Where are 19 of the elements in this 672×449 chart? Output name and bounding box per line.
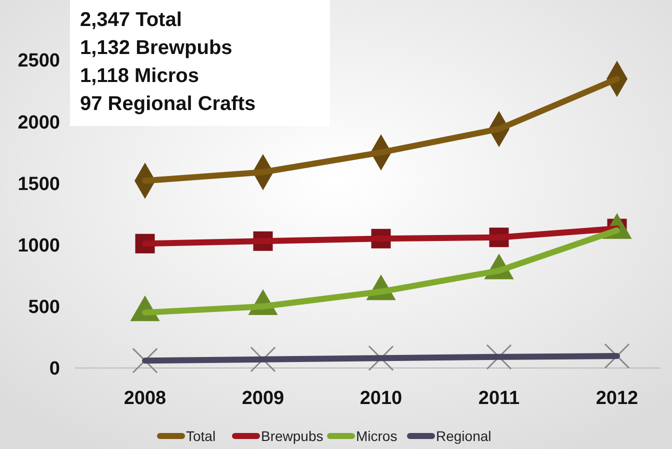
legend-label: Brewpubs [261,428,324,444]
x-tick-label: 2010 [360,388,402,409]
legend-label: Micros [356,428,398,444]
annotation: 1,118 Micros [80,65,199,87]
y-tick-label: 1500 [18,174,60,195]
y-tick-label: 1000 [18,235,60,256]
y-tick-label: 0 [49,358,60,380]
text: 1,132 Brewpubs [80,37,232,59]
legend-label: Total [186,428,216,444]
x-tick-label: 2012 [596,388,638,409]
y-tick-label: 500 [28,297,60,318]
x-tick-label: 2008 [124,388,166,409]
legend-label: Regional [436,428,492,444]
y-tick-label: 2000 [18,112,60,134]
annotation: 97 Regional Crafts [80,93,256,115]
x-tick-label: 2011 [478,388,520,409]
text: 2,347 Total [80,9,182,31]
y-tick-label: 2500 [18,50,60,72]
x-tick-label: 2009 [242,388,284,409]
